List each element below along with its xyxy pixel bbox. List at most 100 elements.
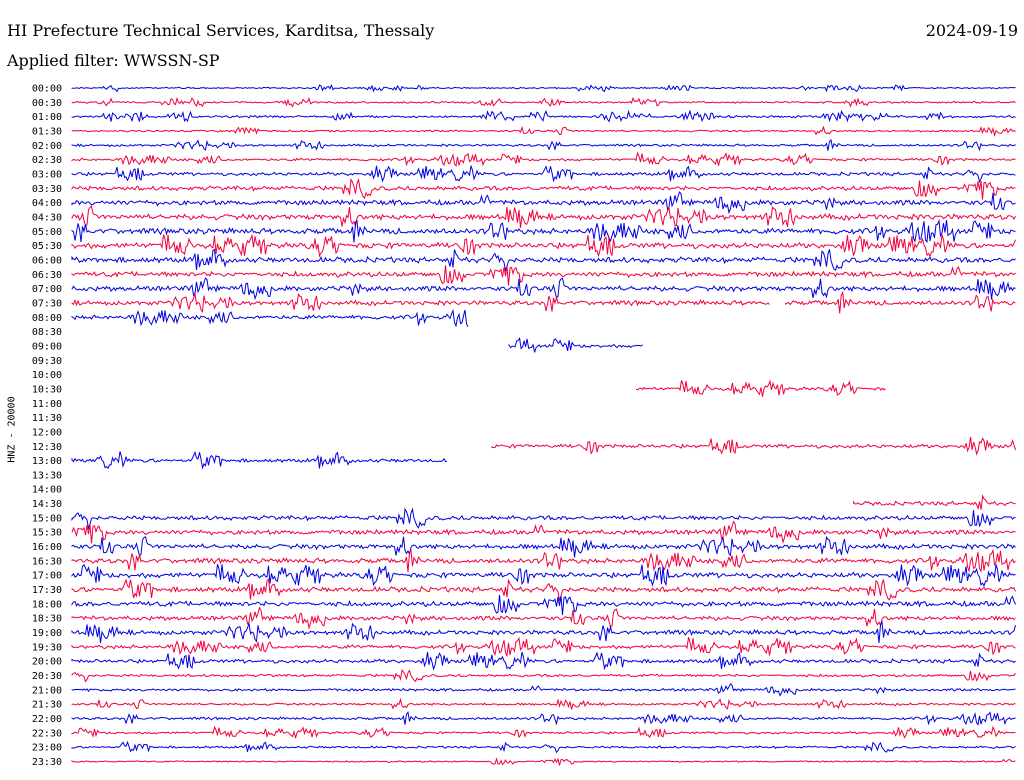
seismic-trace (71, 450, 448, 470)
time-tick-label: 18:30 (32, 614, 62, 625)
seismic-trace (71, 535, 1016, 558)
seismic-trace (853, 494, 1016, 511)
trace-row (71, 138, 1016, 152)
time-tick-label: 23:00 (32, 743, 62, 754)
seismic-trace (71, 233, 1016, 258)
time-tick-label: 17:00 (32, 571, 62, 582)
time-tick-label: 13:00 (32, 456, 62, 467)
trace-row (71, 669, 1016, 683)
trace-row (71, 277, 1016, 301)
trace-row (71, 191, 1016, 215)
time-tick-label: 22:00 (32, 714, 62, 725)
trace-row (71, 578, 1016, 602)
seismic-trace (71, 682, 1016, 697)
trace-row (71, 165, 1016, 184)
filter-label: Applied filter: WWSSN-SP (7, 51, 220, 70)
seismic-trace (71, 151, 1016, 168)
trace-row (71, 548, 1016, 574)
seismic-trace (71, 165, 1016, 184)
trace-row (71, 651, 1016, 671)
seismic-trace (71, 125, 1016, 138)
time-tick-label: 14:30 (32, 499, 62, 510)
seismic-trace (71, 651, 1016, 671)
time-tick-label: 05:00 (32, 227, 62, 238)
time-tick-label: 04:30 (32, 212, 62, 223)
time-tick-label: 06:30 (32, 270, 62, 281)
trace-row (491, 437, 1017, 456)
seismic-trace (71, 178, 1016, 200)
time-tick-label: 20:00 (32, 657, 62, 668)
time-tick-label: 22:30 (32, 728, 62, 739)
time-tick-label: 12:30 (32, 442, 62, 453)
trace-row (71, 290, 1016, 314)
seismic-trace (71, 697, 1016, 710)
time-tick-label: 03:00 (32, 169, 62, 180)
seismic-trace (71, 292, 770, 314)
trace-row (853, 494, 1016, 511)
trace-row (71, 96, 1016, 108)
seismic-trace (71, 138, 1016, 152)
trace-row (71, 563, 1016, 588)
seismic-trace (71, 205, 1016, 228)
time-tick-label: 14:00 (32, 485, 62, 496)
trace-row (71, 450, 448, 470)
time-tick-label: 11:30 (32, 413, 62, 424)
trace-row (71, 682, 1016, 697)
time-tick-label: 23:30 (32, 757, 62, 768)
trace-row (71, 248, 1016, 273)
seismic-trace (71, 606, 1016, 630)
seismic-trace (71, 548, 1016, 574)
seismic-trace (71, 740, 1016, 754)
seismic-trace (71, 191, 1016, 215)
time-tick-label: 19:00 (32, 628, 62, 639)
trace-row (71, 265, 1016, 286)
time-tick-label: 07:00 (32, 284, 62, 295)
time-tick-label: 09:00 (32, 341, 62, 352)
trace-row (71, 740, 1016, 754)
seismic-trace (71, 277, 1016, 301)
time-tick-label: 02:30 (32, 155, 62, 166)
seismic-trace (71, 757, 1016, 766)
trace-row (71, 520, 1016, 545)
seismic-trace (491, 437, 1017, 456)
time-tick-label: 04:00 (32, 198, 62, 209)
time-tick-label: 10:00 (32, 370, 62, 381)
trace-row (71, 697, 1016, 710)
trace-row (71, 233, 1016, 258)
trace-row (71, 178, 1016, 200)
trace-row (71, 109, 1016, 123)
time-tick-label: 21:30 (32, 700, 62, 711)
time-tick-label: 08:00 (32, 313, 62, 324)
trace-row (71, 507, 1016, 531)
trace-row (71, 757, 1016, 766)
record-date: 2024-09-19 (925, 21, 1018, 40)
time-tick-label: 05:30 (32, 241, 62, 252)
trace-row (71, 606, 1016, 630)
trace-row (71, 218, 1016, 244)
time-tick-label: 03:30 (32, 184, 62, 195)
seismic-trace (71, 265, 1016, 286)
seismic-trace (71, 563, 1016, 588)
seismic-trace (71, 578, 1016, 602)
trace-row (71, 620, 1016, 644)
time-tick-label: 11:00 (32, 399, 62, 410)
time-tick-label: 10:30 (32, 384, 62, 395)
station-title: HI Prefecture Technical Services, Kardit… (7, 21, 435, 40)
time-tick-label: 09:30 (32, 356, 62, 367)
time-tick-label: 01:30 (32, 126, 62, 137)
trace-row (71, 308, 469, 328)
trace-row (71, 205, 1016, 228)
time-tick-label: 02:00 (32, 141, 62, 152)
time-tick-label: 00:30 (32, 98, 62, 109)
seismic-trace (785, 290, 1016, 314)
seismic-trace (71, 711, 1016, 726)
seismic-trace (71, 96, 1016, 108)
seismic-trace (71, 594, 1016, 616)
trace-row (71, 594, 1016, 616)
time-tick-label: 06:00 (32, 255, 62, 266)
trace-row (71, 151, 1016, 168)
seismic-trace (71, 520, 1016, 545)
time-tick-label: 18:00 (32, 599, 62, 610)
seismic-trace (71, 636, 1016, 658)
